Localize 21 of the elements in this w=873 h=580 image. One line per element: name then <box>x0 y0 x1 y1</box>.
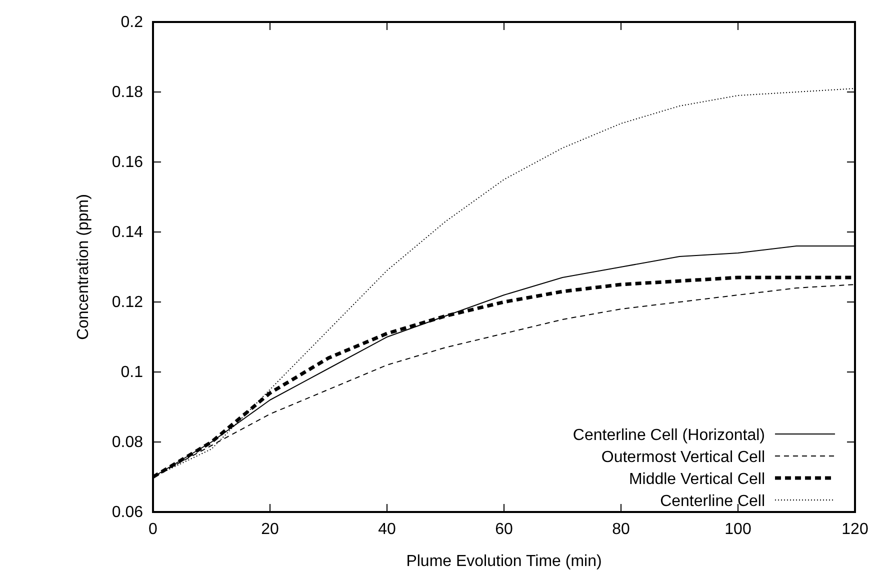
legend-label: Centerline Cell (Horizontal) <box>572 427 765 444</box>
x-tick-label: 40 <box>378 521 396 538</box>
y-tick-label: 0.14 <box>112 224 144 241</box>
x-tick-label: 60 <box>495 521 513 538</box>
legend-label: Outermost Vertical Cell <box>601 449 765 466</box>
x-tick-label: 0 <box>148 521 158 538</box>
x-tick-label: 100 <box>724 521 752 538</box>
y-tick-label: 0.16 <box>112 154 144 171</box>
x-tick-label: 80 <box>612 521 630 538</box>
y-axis-title: Concentration (ppm) <box>75 194 92 340</box>
y-tick-label: 0.12 <box>112 294 144 311</box>
x-tick-label: 20 <box>261 521 279 538</box>
x-tick-label: 120 <box>842 521 868 538</box>
y-tick-label: 0.08 <box>112 434 144 451</box>
y-tick-label: 0.2 <box>120 14 144 31</box>
legend-label: Centerline Cell <box>660 493 765 510</box>
y-tick-label: 0.06 <box>112 504 144 521</box>
legend-label: Middle Vertical Cell <box>628 471 765 488</box>
y-tick-label: 0.1 <box>120 364 144 381</box>
y-tick-label: 0.18 <box>112 84 144 101</box>
x-axis-title: Plume Evolution Time (min) <box>406 553 602 570</box>
